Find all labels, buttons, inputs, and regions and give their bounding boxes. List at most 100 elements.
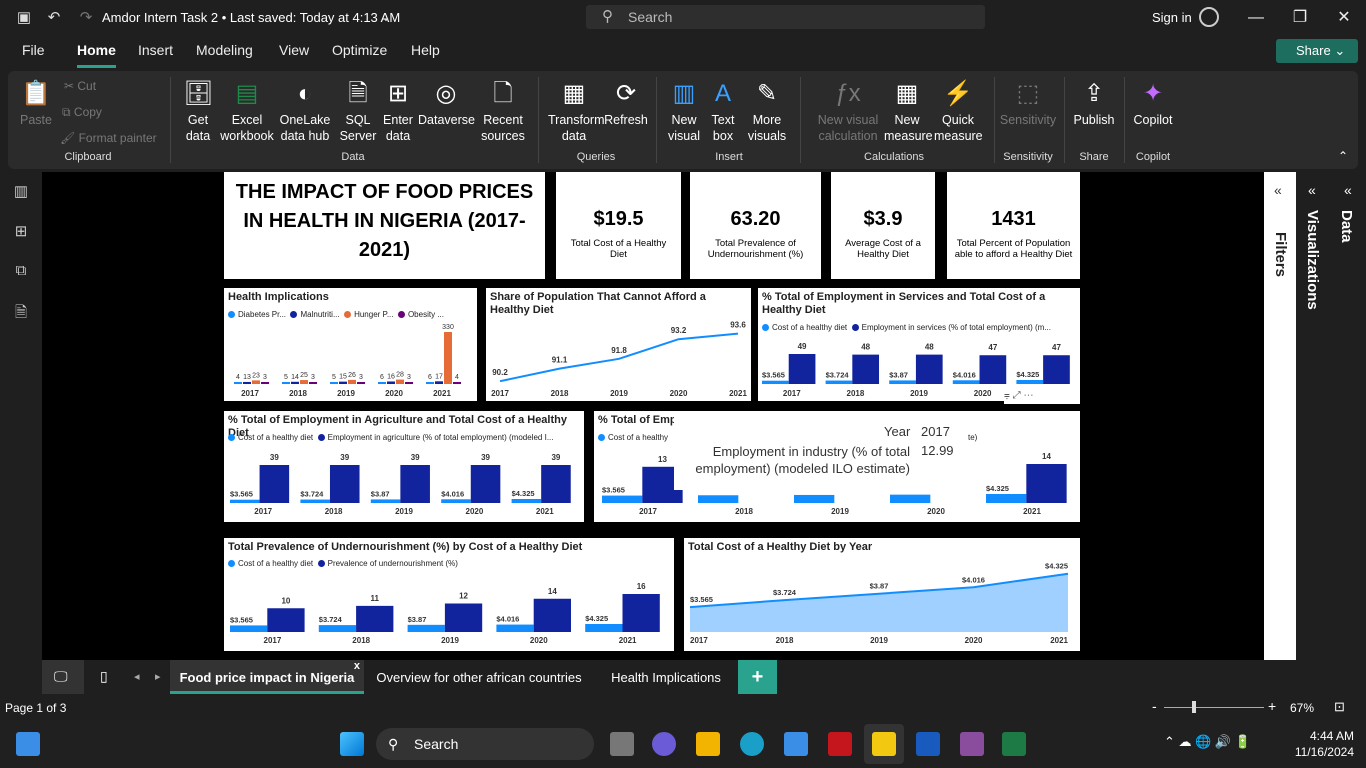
kpi-card[interactable]: 63.20 Total Prevalence of Undernourishme… xyxy=(690,172,821,279)
report-title: THE IMPACT OF FOOD PRICES IN HEALTH IN N… xyxy=(235,181,534,261)
recent-sources-button[interactable]: 🗋 Recent sources xyxy=(478,79,528,144)
more-visuals-button[interactable]: ✎ More visuals xyxy=(744,79,790,144)
widgets-icon[interactable] xyxy=(16,732,40,756)
share-button[interactable]: Share ⌄ xyxy=(1276,39,1358,63)
dataverse-button[interactable]: ◎ Dataverse xyxy=(418,79,475,128)
kpi-card[interactable]: 1431 Total Percent of Population able to… xyxy=(947,172,1080,279)
tab-food-price-impact[interactable]: Food price impact in Nigeria x xyxy=(170,660,364,694)
new-measure-button[interactable]: ▦ New measure xyxy=(884,79,933,144)
tray-icons[interactable]: ⌃ ☁ 🌐 🔊 🔋 xyxy=(1164,734,1251,749)
menu-home[interactable]: Home xyxy=(77,42,116,68)
menu-view[interactable]: View xyxy=(279,42,310,58)
task-view-icon[interactable] xyxy=(610,732,634,756)
start-icon[interactable] xyxy=(340,732,364,756)
tab-overview-african-countries[interactable]: Overview for other african countries xyxy=(376,670,582,685)
agriculture-employment-visual[interactable]: % Total of Employment in Agriculture and… xyxy=(224,411,584,522)
onelake-button[interactable]: ◐ OneLake data hub xyxy=(276,79,334,144)
redo-icon[interactable]: ↷ xyxy=(79,9,93,26)
word-icon[interactable] xyxy=(916,732,940,756)
kpi-card[interactable]: $3.9 Average Cost of a Healthy Diet xyxy=(831,172,935,279)
maximize-button[interactable]: ❐ xyxy=(1292,9,1308,26)
quick-measure-button[interactable]: ⚡ Quick measure xyxy=(934,79,983,144)
acrobat-icon[interactable] xyxy=(828,732,852,756)
expand-data-icon[interactable]: « xyxy=(1344,182,1352,198)
transform-data-button[interactable]: ▦ Transform data xyxy=(548,79,605,144)
undernourishment-visual[interactable]: Total Prevalence of Undernourishment (%)… xyxy=(224,538,674,651)
sensitivity-button[interactable]: ⬚ Sensitivity xyxy=(998,79,1058,128)
cut-button[interactable]: ✂ Cut xyxy=(64,79,97,93)
sql-server-button[interactable]: 🗎 SQL Server xyxy=(338,79,378,144)
share-cannot-afford-visual[interactable]: Share of Population That Cannot Afford a… xyxy=(486,288,751,401)
report-title-card[interactable]: THE IMPACT OF FOOD PRICES IN HEALTH IN N… xyxy=(224,172,545,279)
expand-visualizations-icon[interactable]: « xyxy=(1308,182,1316,198)
taskbar-search[interactable]: ⚲ Search xyxy=(376,728,594,760)
avatar[interactable] xyxy=(1199,7,1219,27)
menu-modeling[interactable]: Modeling xyxy=(196,42,253,58)
health-implications-visual[interactable]: Health Implications Diabetes Pr... Malnu… xyxy=(224,288,477,401)
desktop-layout-icon[interactable]: 🖵 xyxy=(42,660,84,694)
close-tab-icon[interactable]: x xyxy=(353,660,360,672)
minimize-button[interactable]: — xyxy=(1248,9,1264,26)
model-view-icon[interactable]: ⧉ xyxy=(15,262,27,279)
kpi-card[interactable]: $19.5 Total Cost of a Healthy Diet xyxy=(556,172,681,279)
document-title[interactable]: Amdor Intern Task 2 • Last saved: Today … xyxy=(102,10,401,25)
fit-to-page-icon[interactable]: ⊡ xyxy=(1334,699,1345,714)
publish-button[interactable]: ⇪ Publish xyxy=(1072,79,1116,128)
zoom-in-button[interactable]: + xyxy=(1268,698,1277,714)
powerbi-taskbar-button[interactable] xyxy=(864,724,904,764)
agriculture-chart-svg: $3.565 39 2017 $3.724 39 2018 $3.87 39 2019 $4.01… xyxy=(230,453,571,516)
next-page-icon[interactable]: ▸ xyxy=(155,671,161,683)
mobile-layout-icon[interactable]: ▯ xyxy=(100,668,108,684)
zoom-slider-handle[interactable] xyxy=(1192,701,1196,713)
text-box-button[interactable]: A Text box xyxy=(706,79,740,144)
copilot-button[interactable]: ✦ Copilot xyxy=(1130,79,1176,128)
visual-header-icons[interactable]: ⩦ ⤢ ⋯ xyxy=(1004,390,1080,404)
excel-workbook-button[interactable]: ▤ Excel workbook xyxy=(220,79,274,144)
search-box[interactable]: ⚲ Search xyxy=(586,5,985,29)
excel-taskbar-icon[interactable] xyxy=(1002,732,1026,756)
sign-in-link[interactable]: Sign in xyxy=(1152,10,1192,25)
filters-pane[interactable]: « Filters xyxy=(1264,172,1296,660)
clock[interactable]: 4:44 AM 11/16/2024 xyxy=(1290,728,1354,760)
calculator-icon: ▦ xyxy=(895,80,919,107)
save-icon[interactable]: ▣ xyxy=(16,9,32,26)
new-visual-calculation-button[interactable]: ƒx New visual calculation xyxy=(808,79,888,144)
legend-label: Cost of a healthy diet xyxy=(772,323,848,332)
data-label: 16 xyxy=(387,373,395,380)
chat-icon[interactable] xyxy=(652,732,676,756)
zoom-out-button[interactable]: - xyxy=(1152,698,1157,714)
services-employment-visual[interactable]: % Total of Employment in Services and To… xyxy=(758,288,1080,404)
new-visual-button[interactable]: ▥ New visual xyxy=(664,79,704,144)
edge-icon[interactable] xyxy=(740,732,764,756)
zoom-slider[interactable] xyxy=(1164,707,1264,708)
collapse-ribbon-icon[interactable]: ⌃ xyxy=(1338,149,1349,163)
report-view-icon[interactable]: ▥ xyxy=(13,183,29,200)
menu-optimize[interactable]: Optimize xyxy=(332,42,388,58)
chevron-down-icon[interactable]: ⌄ xyxy=(381,12,391,24)
file-explorer-icon[interactable] xyxy=(696,732,720,756)
legend-label: Malnutriti... xyxy=(300,310,340,319)
menu-insert[interactable]: Insert xyxy=(138,42,174,58)
close-button[interactable]: ✕ xyxy=(1337,9,1351,26)
copy-button[interactable]: ⧉ Copy xyxy=(62,105,102,119)
paste-button[interactable]: 📋 Paste xyxy=(18,79,54,128)
table-view-icon[interactable]: ⊞ xyxy=(14,223,28,240)
refresh-button[interactable]: ⟳ Refresh xyxy=(604,79,648,128)
format-painter-button[interactable]: 🖌 Format painter xyxy=(60,131,157,145)
dax-query-view-icon[interactable]: 🗎 xyxy=(14,304,28,321)
undo-icon[interactable]: ↶ xyxy=(47,9,61,26)
enter-data-button[interactable]: ⊞ Enter data xyxy=(380,79,416,144)
store-icon[interactable] xyxy=(784,732,808,756)
expand-filters-icon[interactable]: « xyxy=(1274,182,1282,198)
cost-by-year-visual[interactable]: Total Cost of a Healthy Diet by Year $3.… xyxy=(684,538,1080,651)
menu-file[interactable]: File xyxy=(22,42,45,58)
winrar-icon[interactable] xyxy=(960,732,984,756)
x-tick-label: 2020 xyxy=(670,389,688,398)
menu-help[interactable]: Help xyxy=(411,42,440,58)
visualizations-pane[interactable]: « Visualizations xyxy=(1298,172,1330,660)
tab-health-implications[interactable]: Health Implications xyxy=(611,670,721,685)
add-page-button[interactable]: + xyxy=(738,660,777,694)
previous-page-icon[interactable]: ◂ xyxy=(134,671,140,683)
data-pane[interactable]: « Data xyxy=(1332,172,1366,660)
get-data-button[interactable]: 🗄 Get data xyxy=(178,79,218,144)
